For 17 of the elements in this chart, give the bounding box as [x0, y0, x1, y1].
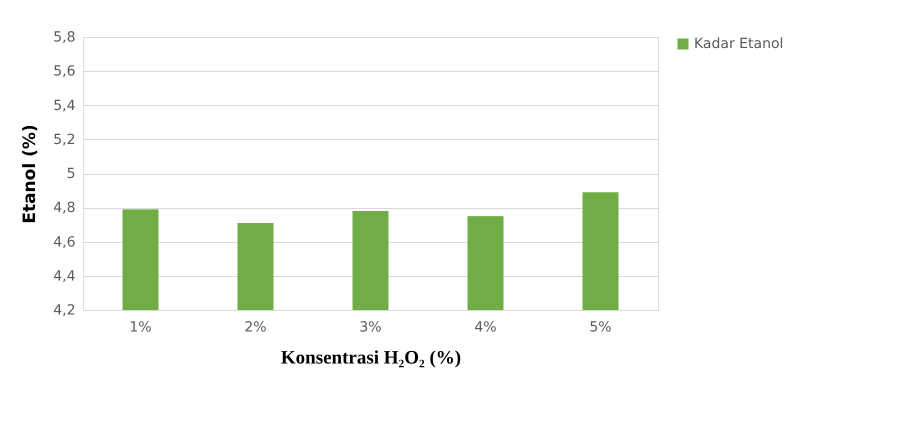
x-tick-label: 2% [244, 320, 267, 336]
x-tick-label: 3% [359, 320, 382, 336]
x-tick-label: 1% [129, 320, 152, 336]
y-tick-label: 5,6 [53, 64, 76, 80]
x-axis-title: Konsentrasi H₂O₂ (%) [280, 348, 462, 368]
y-axis-title: Etanol (%) [20, 124, 40, 224]
x-tick-label: 5% [589, 320, 612, 336]
y-tick-label: 4,2 [53, 302, 76, 318]
y-tick-label: 5,2 [53, 132, 76, 148]
y-tick-label: 5,4 [53, 98, 76, 114]
y-tick-label: 5 [66, 166, 76, 182]
y-tick-label: 4,8 [53, 200, 76, 216]
x-tick-label: 4% [474, 320, 497, 336]
y-tick-label: 5,8 [53, 30, 76, 46]
y-tick-label: 4,6 [53, 234, 76, 250]
legend-label: Kadar Etanol [694, 36, 784, 52]
y-tick-label: 4,4 [53, 268, 76, 284]
